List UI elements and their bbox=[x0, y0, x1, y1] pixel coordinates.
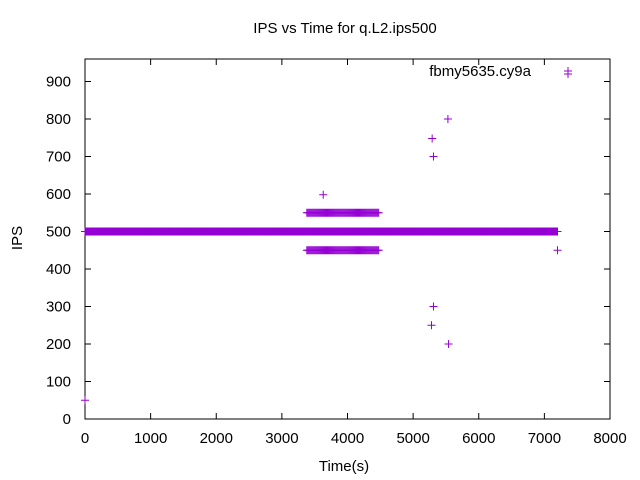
x-tick-label: 1000 bbox=[134, 430, 167, 447]
y-tick-label: 400 bbox=[46, 261, 71, 278]
data-point bbox=[553, 246, 562, 255]
data-point bbox=[444, 340, 453, 348]
x-axis-title: Time(s) bbox=[319, 458, 369, 475]
legend-marker bbox=[564, 67, 572, 75]
y-tick-label: 500 bbox=[46, 224, 71, 241]
y-tick-label: 800 bbox=[46, 111, 71, 128]
y-tick-label: 0 bbox=[63, 411, 71, 428]
x-tick-label: 3000 bbox=[265, 430, 298, 447]
y-tick-label: 300 bbox=[46, 299, 71, 316]
data-point bbox=[81, 396, 89, 405]
y-tick-label: 600 bbox=[46, 186, 71, 203]
legend-label: fbmy5635.cy9a bbox=[429, 63, 531, 80]
data-point bbox=[374, 208, 383, 217]
y-tick-label: 100 bbox=[46, 374, 71, 391]
axis-ticks: 0 1000 2000 3000 4000 5000 6000 7000 8000 0 100 200… bbox=[46, 59, 627, 447]
data-point bbox=[374, 246, 383, 255]
data-point bbox=[427, 321, 436, 330]
y-tick-label: 700 bbox=[46, 149, 71, 166]
data-point bbox=[428, 134, 437, 143]
x-tick-label: 2000 bbox=[200, 430, 233, 447]
x-tick-label: 4000 bbox=[331, 430, 364, 447]
plot-frame bbox=[84, 58, 611, 420]
y-tick-label: 200 bbox=[46, 336, 71, 353]
y-axis-title: IPS bbox=[9, 226, 26, 250]
data-point bbox=[429, 302, 438, 311]
x-tick-label: 0 bbox=[81, 430, 89, 447]
x-tick-label: 7000 bbox=[528, 430, 561, 447]
data-point bbox=[319, 190, 328, 199]
data-point bbox=[553, 227, 562, 236]
legend: fbmy5635.cy9a bbox=[429, 63, 572, 80]
data-points bbox=[81, 70, 572, 405]
data-point bbox=[443, 115, 452, 123]
x-tick-label: 6000 bbox=[462, 430, 495, 447]
x-tick-label: 5000 bbox=[396, 430, 429, 447]
x-tick-label: 8000 bbox=[593, 430, 626, 447]
y-tick-label: 900 bbox=[46, 74, 71, 91]
chart-title: IPS vs Time for q.L2.ips500 bbox=[253, 20, 436, 37]
data-point bbox=[429, 152, 438, 161]
